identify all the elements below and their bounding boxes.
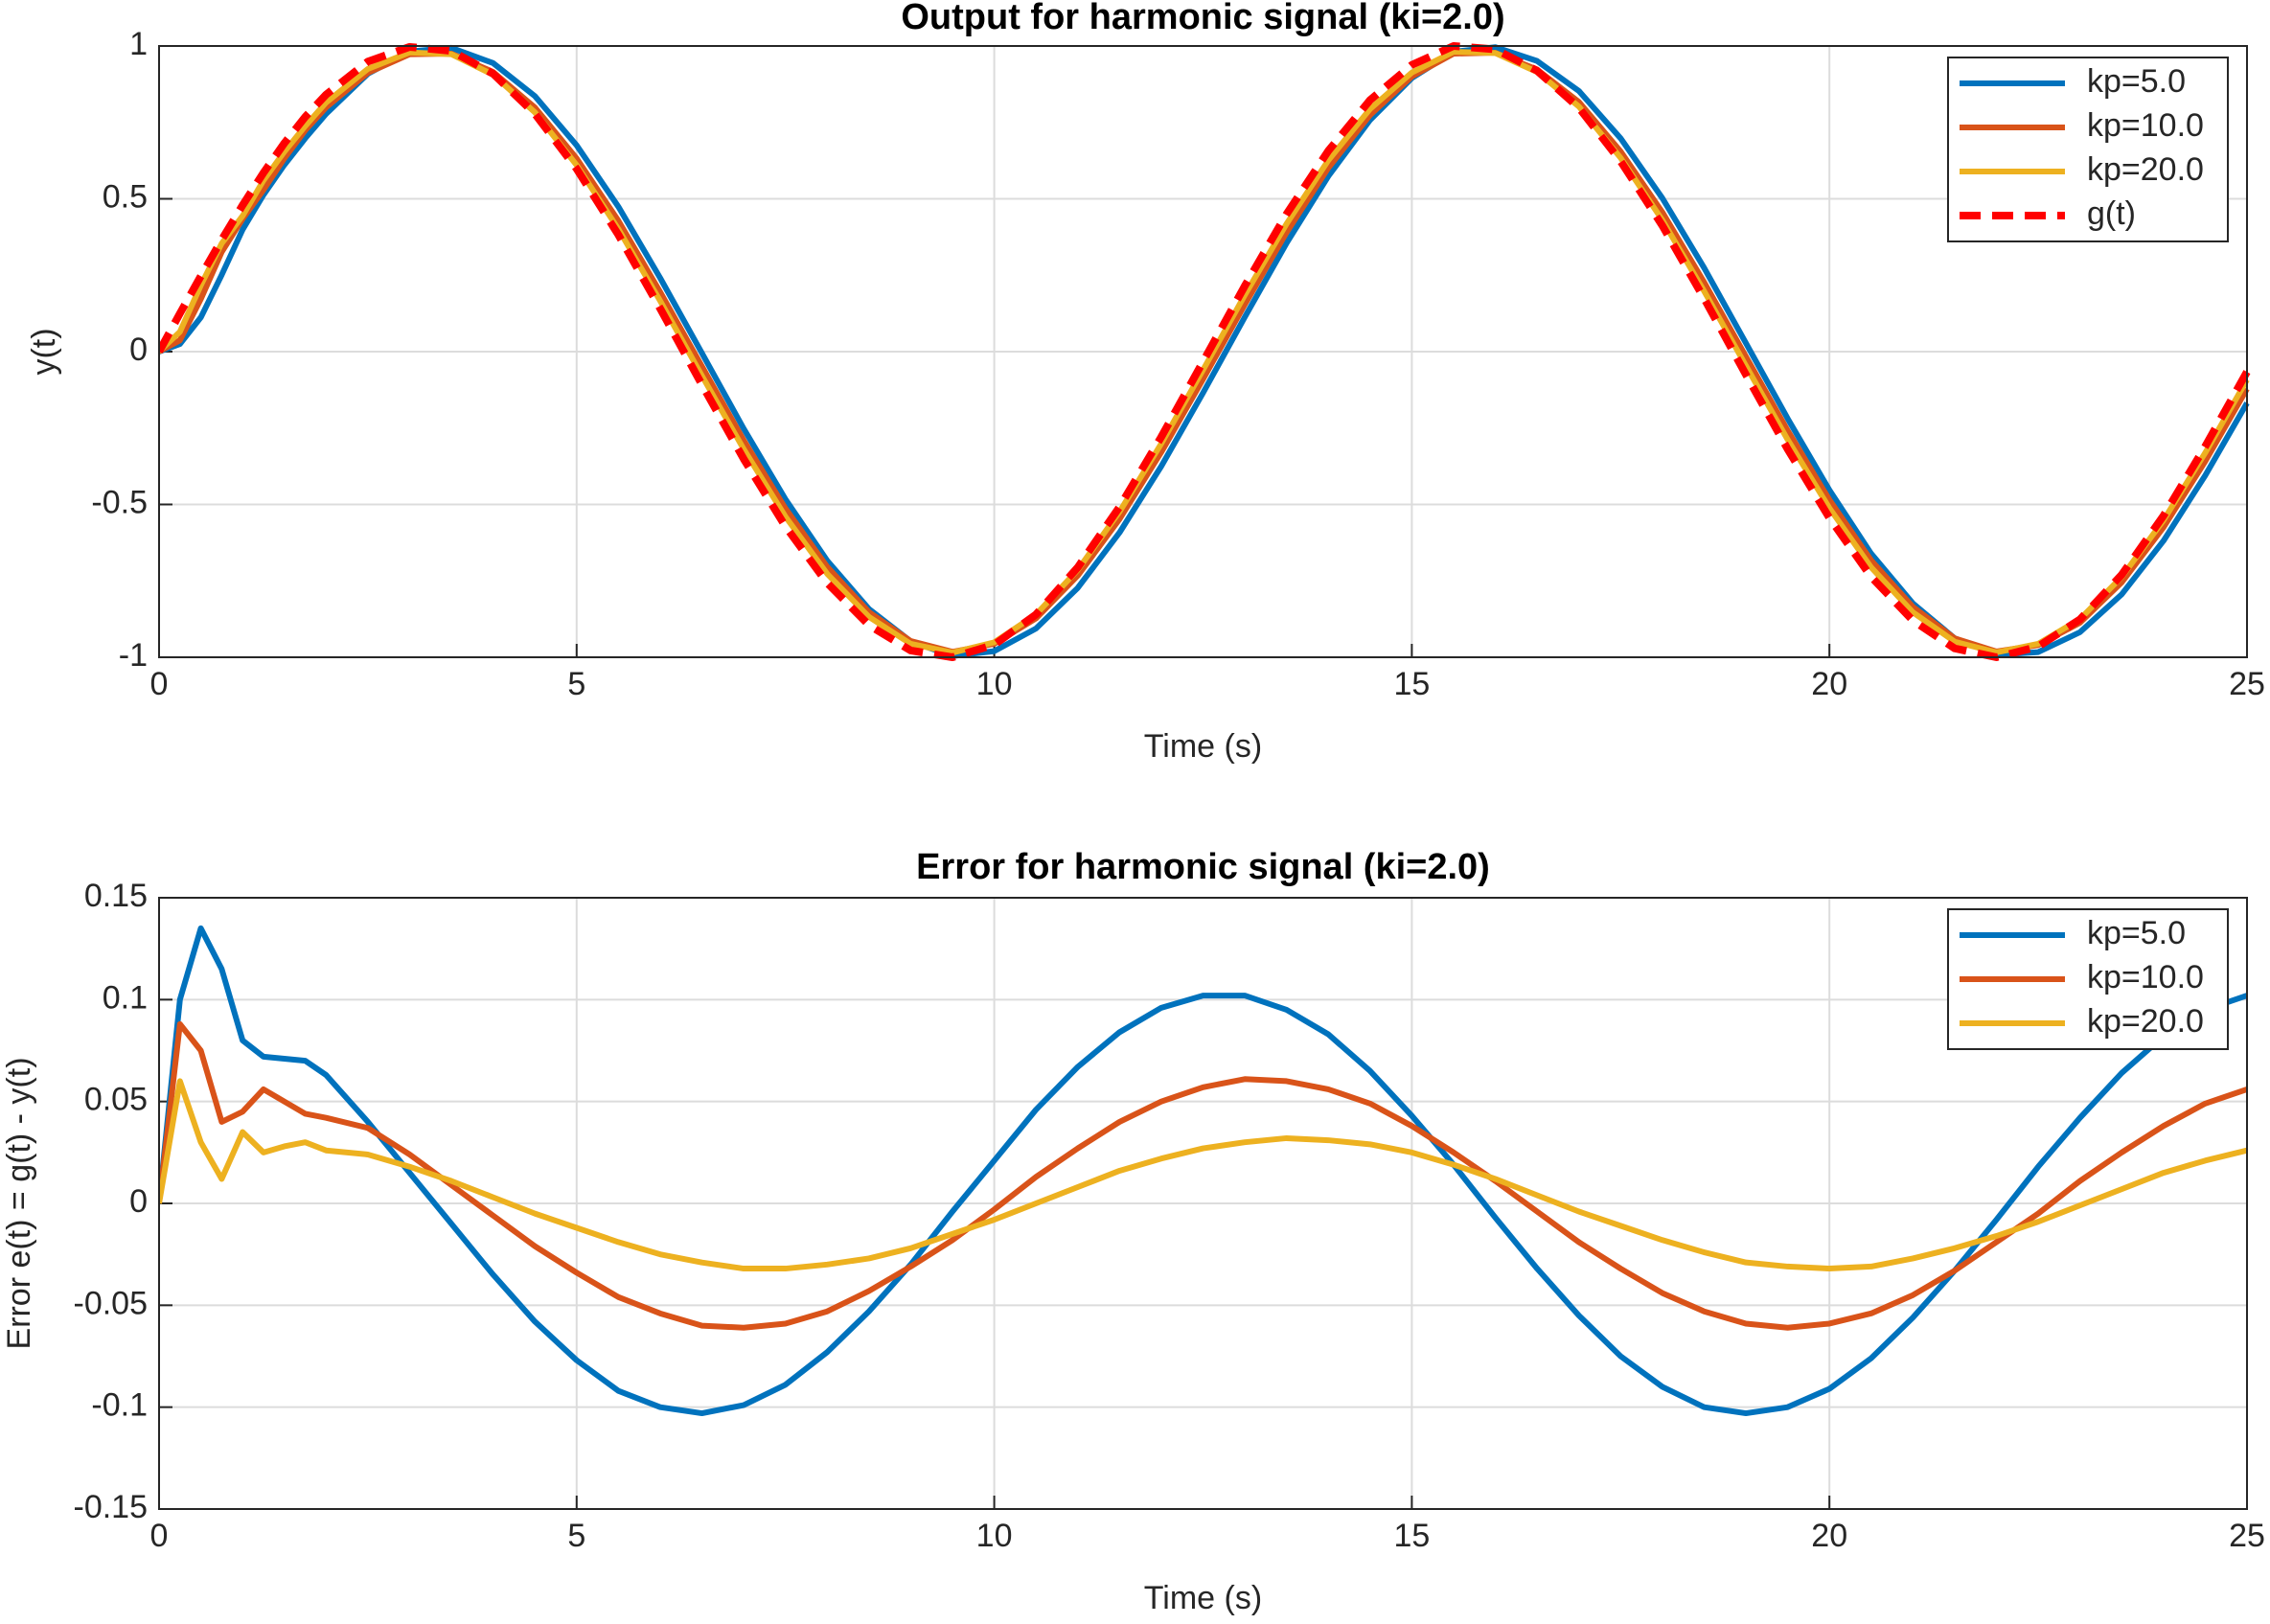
x-tick-label: 0 <box>150 1518 169 1554</box>
y-tick-label: -0.05 <box>74 1285 149 1321</box>
y-tick-label: 0.1 <box>103 979 148 1016</box>
x-tick-label: 5 <box>567 1518 585 1554</box>
x-tick-label: 15 <box>1393 666 1430 702</box>
x-tick-label: 20 <box>1811 666 1847 702</box>
line-series <box>159 1078 2248 1272</box>
axes-frame <box>158 897 2248 1510</box>
axes-frame <box>158 45 2248 658</box>
legend: kp=5.0 kp=10.0 kp=20.0 <box>1947 908 2229 1050</box>
line-series <box>159 1020 2248 1331</box>
y-tick-label: 0.5 <box>103 178 148 215</box>
y-tick-label: -1 <box>119 637 148 674</box>
legend-label: kp=5.0 <box>2087 915 2186 951</box>
x-tick-label: 0 <box>150 666 169 702</box>
line-series <box>159 925 2248 1417</box>
x-tick-label: 20 <box>1811 1518 1847 1554</box>
x-axis-label: Time (s) <box>1144 1580 1262 1616</box>
axes: 0 5 10 15 20 25 -0.15 -0.1 -0.05 0 0.05 0.1 0.15 Erro… <box>1 847 2265 1616</box>
legend-label: kp=20.0 <box>2087 1003 2204 1040</box>
y-tick-label: 1 <box>129 26 148 62</box>
legend-label: g(t) <box>2087 195 2136 232</box>
legend-label: kp=10.0 <box>2087 107 2204 144</box>
y-axis-label: y(t) <box>26 328 62 375</box>
x-tick-label: 25 <box>2229 666 2265 702</box>
y-tick-label: 0 <box>129 332 148 368</box>
y-tick-label: -0.5 <box>91 484 148 520</box>
y-axis-label: Error e(t) = g(t) - y(t) <box>1 1057 37 1349</box>
y-tick-label: -0.15 <box>74 1489 149 1525</box>
legend: kp=5.0 kp=10.0 kp=20.0 g(t) <box>1947 57 2229 242</box>
chart-title: Output for harmonic signal (ki=2.0) <box>901 0 1504 37</box>
x-tick-label: 15 <box>1393 1518 1430 1554</box>
legend-label: kp=20.0 <box>2087 151 2204 188</box>
y-tick-label: 0.05 <box>84 1082 148 1118</box>
legend-label: kp=10.0 <box>2087 959 2204 995</box>
x-tick-label: 25 <box>2229 1518 2265 1554</box>
y-tick-label: 0.15 <box>84 878 148 914</box>
legend-label: kp=5.0 <box>2087 63 2186 100</box>
x-axis-label: Time (s) <box>1144 728 1262 765</box>
axes: 0 5 10 15 20 25 -1 -0.5 0 0.5 1 Output for harmonic… <box>26 0 2265 765</box>
y-tick-label: 0 <box>129 1183 148 1220</box>
legend-box <box>1947 57 2229 242</box>
x-tick-label: 10 <box>976 1518 1013 1554</box>
chart-title: Error for harmonic signal (ki=2.0) <box>916 847 1490 887</box>
x-tick-label: 10 <box>976 666 1013 702</box>
line-series <box>159 42 2251 661</box>
x-tick-label: 5 <box>567 666 585 702</box>
line-series <box>159 50 2250 655</box>
y-tick-label: -0.1 <box>91 1387 148 1424</box>
